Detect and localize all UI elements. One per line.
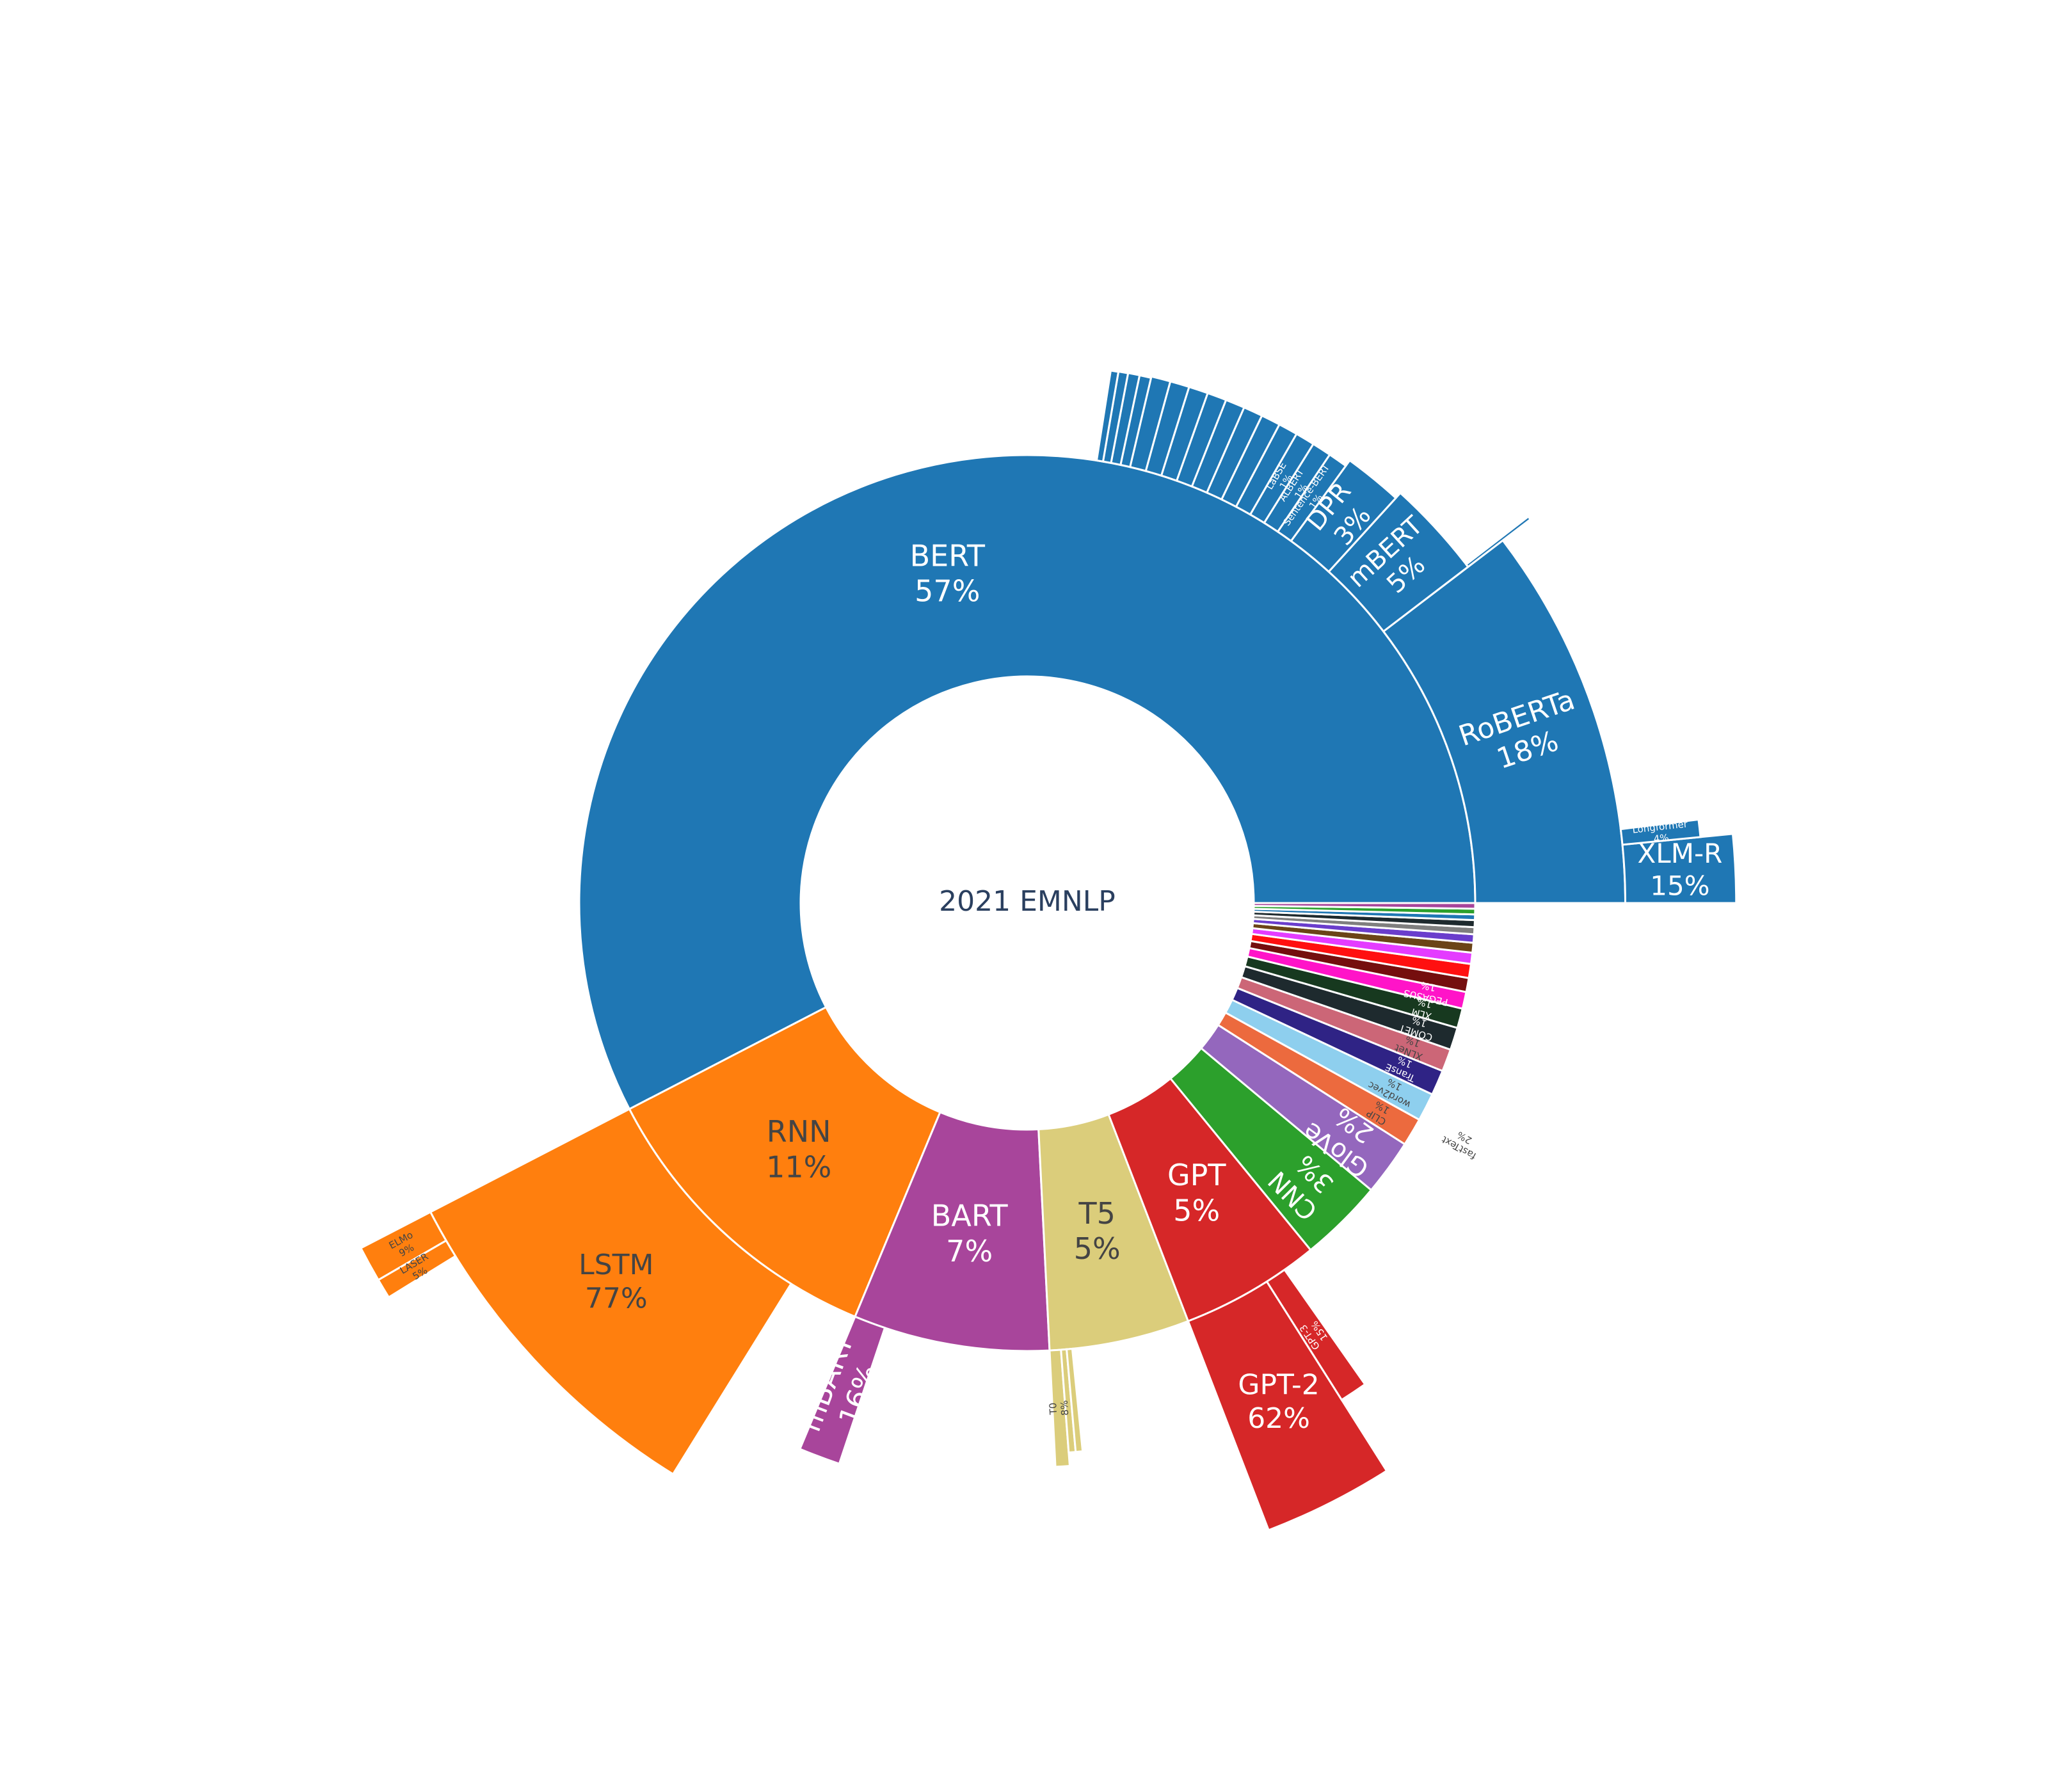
child-label-t0: T08% [1046, 1400, 1070, 1416]
child-label-lstm: LSTM 77% [579, 1249, 653, 1315]
grandchild-label-xlm-r: XLM-R 15% [1638, 837, 1723, 900]
family-label-bert: BERT 57% [910, 538, 986, 608]
family-label-gpt: GPT 5% [1167, 1158, 1226, 1228]
grandchild-unnamed-0-1-0[interactable] [1464, 515, 1532, 568]
center-label: 2021 EMNLP [939, 885, 1116, 918]
child-unnamed-18-0[interactable] [1472, 941, 1571, 953]
family-unnamed-23[interactable] [1252, 902, 1476, 910]
child-unnamed-19-0[interactable] [1473, 932, 1575, 943]
family-label-t5: T5 5% [1074, 1196, 1121, 1265]
grandchild-longformer-0-0-1[interactable] [1619, 818, 1702, 846]
family-label-rnn: RNN 11% [766, 1114, 831, 1184]
sunburst-sectors [359, 369, 1738, 1605]
grandchild-laser-1-0-1[interactable] [377, 1239, 457, 1299]
family-label-bart: BART 7% [931, 1198, 1009, 1268]
child-label-gpt-2: GPT-2 62% [1238, 1368, 1319, 1435]
child-gpt-3-4-1[interactable] [1265, 1268, 1366, 1402]
child-lstm-1-0[interactable] [429, 1107, 793, 1476]
child-unnamed-0-17[interactable] [1095, 369, 1120, 463]
child-fasttext-8-0[interactable] [1418, 1117, 1505, 1168]
child-unnamed-3-2[interactable] [1065, 1347, 1084, 1453]
child-label-fasttext: fastText2% [1439, 1124, 1484, 1162]
child-mbart-2-0[interactable] [798, 1315, 886, 1466]
grandchild-unnamed-4-0-0[interactable] [1267, 1528, 1300, 1605]
child-unnamed-9-0[interactable] [1430, 1092, 1521, 1137]
